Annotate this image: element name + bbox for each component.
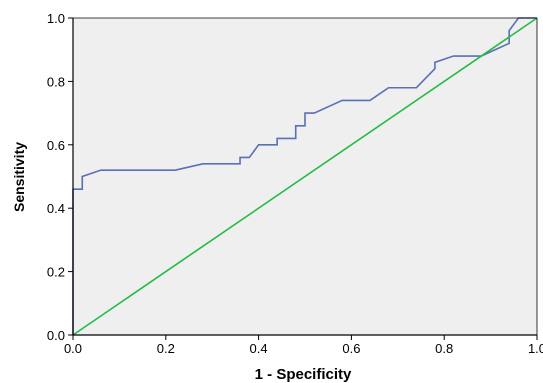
x-tick-label: 0.6: [342, 341, 360, 356]
y-tick-label: 0.4: [47, 201, 65, 216]
y-tick-label: 0.2: [47, 265, 65, 280]
y-tick-label: 0.6: [47, 138, 65, 153]
x-tick-label: 0.0: [64, 341, 82, 356]
plot-layer: [72, 17, 538, 336]
reference-diagonal-line: [72, 17, 538, 336]
x-axis-title: 1 - Specificity: [255, 366, 352, 383]
y-tick-label: 1.0: [47, 11, 65, 26]
x-tick-label: 0.8: [435, 341, 453, 356]
x-tick-label: 0.4: [250, 341, 268, 356]
axis-layer: 0.0 0.2 0.4 0.6 0.8 1.0 0.0 0.2 0.4 0.6 0.8 1.0: [47, 11, 543, 356]
x-tick-label: 1.0: [528, 341, 543, 356]
y-axis-title: Sensitivity: [11, 142, 27, 212]
x-tick-label: 0.2: [157, 341, 175, 356]
roc-curve-line: [72, 17, 537, 335]
y-tick-label: 0.8: [47, 74, 65, 89]
y-tick-label: 0.0: [47, 328, 65, 343]
